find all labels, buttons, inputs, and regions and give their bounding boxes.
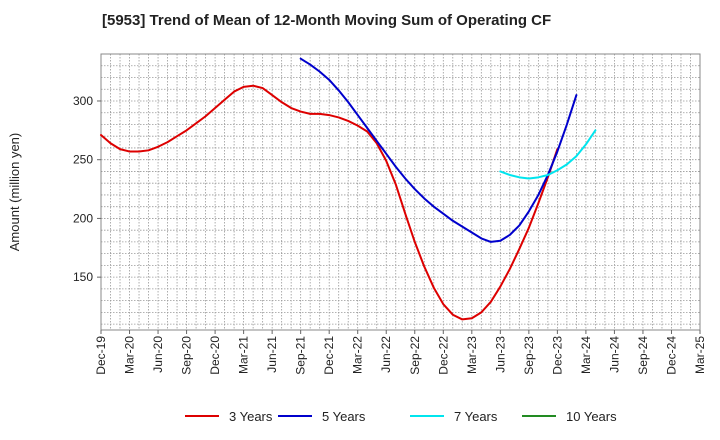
x-tick-label: Mar-21 [237, 336, 251, 374]
series-line-3-years [100, 84, 559, 321]
chart-title: [5953] Trend of Mean of 12-Month Moving … [102, 12, 552, 29]
legend-swatch [410, 415, 444, 417]
legend-swatch [185, 415, 219, 417]
legend-label: 10 Years [566, 408, 617, 424]
x-tick-label: Dec-21 [322, 336, 336, 375]
x-tick-label: Jun-20 [151, 336, 165, 373]
legend-label: 3 Years [229, 408, 273, 424]
x-tick-label: Mar-20 [123, 336, 137, 374]
x-tick-label: Mar-23 [465, 336, 479, 374]
x-tick-label: Dec-24 [664, 336, 678, 375]
legend-swatch [278, 415, 312, 417]
y-tick-label: 150 [73, 270, 93, 284]
y-axis-ticks: 150 200 250 300 [73, 94, 101, 284]
y-tick-label: 300 [73, 94, 93, 108]
y-tick-label: 200 [73, 211, 93, 225]
x-tick-label: Dec-22 [436, 336, 450, 375]
x-tick-label: Mar-22 [351, 336, 365, 374]
x-tick-label: Sep-23 [522, 336, 536, 375]
x-tick-label: Jun-24 [607, 336, 621, 373]
plot-frame [100, 53, 701, 331]
series-line-5-years [299, 57, 578, 243]
legend-label: 5 Years [322, 408, 366, 424]
series-line-7-years [499, 129, 597, 180]
x-tick-label: Sep-24 [636, 336, 650, 375]
legend-item: 3 Years [185, 406, 272, 426]
legend-item: 10 Years [522, 406, 617, 426]
legend-item: 5 Years [278, 406, 365, 426]
x-tick-label: Dec-19 [94, 336, 108, 375]
x-tick-label: Mar-24 [579, 336, 593, 374]
legend-label: 7 Years [454, 408, 498, 424]
series-layer [100, 57, 597, 321]
x-axis-ticks: Dec-19 Mar-20 Jun-20 Sep-20 Dec-20 Mar-21 Jun-… [94, 330, 707, 375]
x-tick-label: Sep-21 [294, 336, 308, 375]
x-tick-label: Dec-20 [208, 336, 222, 375]
x-tick-label: Jun-22 [379, 336, 393, 373]
x-tick-label: Jun-23 [493, 336, 507, 373]
legend-item: 7 Years [410, 406, 497, 426]
legend-swatch [522, 415, 556, 417]
legend: 3 Years 5 Years 7 Years 10 Years [0, 406, 720, 426]
y-axis-label: Amount (million yen) [7, 133, 22, 252]
x-tick-label: Jun-21 [265, 336, 279, 373]
x-tick-label: Dec-23 [550, 336, 564, 375]
x-tick-label: Sep-22 [408, 336, 422, 375]
y-tick-label: 250 [73, 153, 93, 167]
x-tick-label: Mar-25 [693, 336, 707, 374]
x-tick-label: Sep-20 [180, 336, 194, 375]
grid [101, 54, 700, 330]
